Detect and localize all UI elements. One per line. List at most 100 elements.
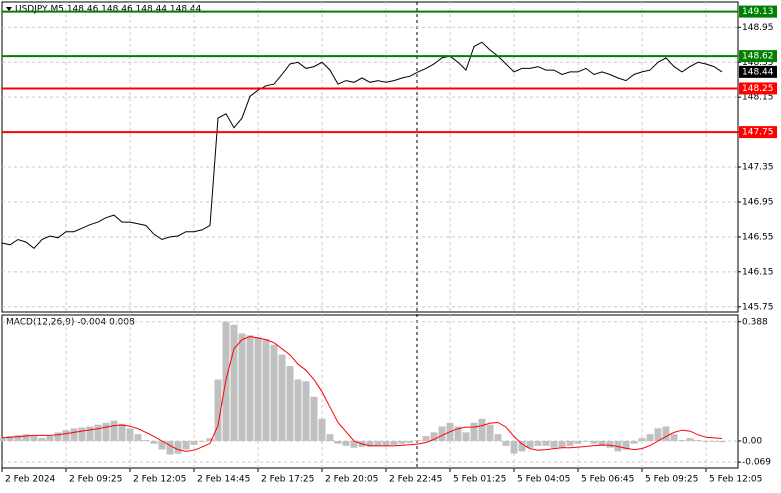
- histogram-bar: [670, 434, 678, 441]
- histogram-bar: [694, 440, 702, 441]
- histogram-bar: [166, 440, 174, 455]
- histogram-bar: [366, 440, 374, 447]
- x-tick-label: 5 Feb 04:05: [517, 475, 570, 485]
- histogram-bar: [270, 344, 278, 441]
- level-label-box: [739, 50, 777, 63]
- histogram-bar: [206, 438, 214, 441]
- level-label: 148.25: [742, 84, 774, 94]
- histogram-bar: [406, 440, 414, 443]
- histogram-bar: [382, 440, 390, 446]
- y-tick-label: 148.55: [742, 58, 774, 68]
- histogram-bar: [630, 440, 638, 444]
- level-label-box: [739, 126, 777, 139]
- current-price-box: [739, 65, 777, 78]
- histogram-bar: [134, 434, 142, 441]
- x-tick-label: 5 Feb 09:25: [645, 475, 698, 485]
- y-tick-label: 148.15: [742, 93, 774, 103]
- histogram-bar: [478, 418, 486, 441]
- histogram-bar: [150, 440, 158, 444]
- histogram-bar: [62, 430, 70, 441]
- level-label: 149.13: [742, 7, 774, 17]
- histogram-bar: [54, 432, 62, 441]
- histogram-bar: [462, 432, 470, 441]
- y-tick-label: 146.15: [742, 267, 774, 277]
- histogram-bar: [262, 339, 270, 441]
- x-tick-label: 2 Feb 14:45: [197, 475, 250, 485]
- histogram-bar: [182, 440, 190, 450]
- histogram-bar: [534, 440, 542, 446]
- histogram-bar: [246, 335, 254, 441]
- histogram-bar: [638, 438, 646, 441]
- price-line: [1, 41, 723, 249]
- x-tick-label: 2 Feb 20:05: [325, 475, 378, 485]
- price-panel: [1, 1, 739, 313]
- histogram-bar: [518, 440, 526, 452]
- histogram-bar: [414, 440, 422, 441]
- histogram-bar: [350, 440, 358, 448]
- level-label: 147.75: [742, 128, 774, 138]
- y-tick-label: 146.95: [742, 197, 774, 207]
- histogram-bar: [14, 435, 22, 441]
- histogram-bar: [190, 440, 198, 445]
- y-tick-label: 145.75: [742, 302, 774, 312]
- histogram-bar: [686, 438, 694, 441]
- histogram-bar: [574, 440, 582, 444]
- histogram-bar: [622, 440, 630, 450]
- histogram-bar: [142, 440, 150, 441]
- histogram-bar: [230, 324, 238, 441]
- histogram-bar: [422, 436, 430, 441]
- histogram-bar: [214, 379, 222, 441]
- histogram-bar: [710, 440, 718, 442]
- histogram-bar: [494, 434, 502, 441]
- histogram-bar: [542, 440, 550, 446]
- histogram-bar: [598, 440, 606, 446]
- price-title: USDJPY,M5 148.46 148.46 148.44 148.44: [15, 5, 202, 15]
- histogram-bar: [606, 440, 614, 448]
- histogram-bar: [118, 423, 126, 441]
- histogram-bar: [102, 422, 110, 441]
- histogram-bar: [590, 440, 598, 444]
- histogram-bar: [174, 440, 182, 454]
- histogram-bar: [254, 337, 262, 441]
- histogram-bar: [662, 426, 670, 441]
- histogram-bar: [46, 436, 54, 441]
- histogram-bar: [294, 379, 302, 441]
- y-tick-label: 148.95: [742, 23, 774, 33]
- histogram-bar: [238, 333, 246, 441]
- histogram-bar: [718, 440, 726, 443]
- y-tick-label: 0.00: [742, 436, 762, 446]
- y-tick-label: -0.069: [742, 458, 771, 468]
- current-price-label: 148.44: [742, 67, 774, 77]
- histogram-bar: [342, 440, 350, 446]
- signal-line: [1, 335, 723, 452]
- histogram-bar: [454, 426, 462, 441]
- histogram-bar: [6, 436, 14, 441]
- histogram-bar: [654, 428, 662, 441]
- histogram-bar: [310, 396, 318, 441]
- histogram-bar: [390, 440, 398, 445]
- histogram-bar: [198, 440, 206, 442]
- histogram-bar: [78, 427, 86, 441]
- histogram-bar: [38, 437, 46, 441]
- histogram-bar: [678, 440, 686, 441]
- histogram-bar: [430, 432, 438, 441]
- histogram-bar: [550, 440, 558, 448]
- histogram-bar: [646, 434, 654, 441]
- histogram-bar: [318, 418, 326, 441]
- level-label-box: [739, 5, 777, 18]
- histogram-bar: [486, 424, 494, 441]
- histogram-bar: [326, 434, 334, 441]
- histogram-bar: [278, 354, 286, 441]
- histogram-bar: [86, 426, 94, 441]
- histogram-bar: [126, 428, 134, 441]
- symbol-menu-icon: [6, 7, 12, 11]
- histogram-bar: [158, 440, 166, 450]
- x-tick-label: 2 Feb 17:25: [261, 475, 314, 485]
- histogram-bar: [94, 424, 102, 441]
- x-tick-label: 5 Feb 01:25: [453, 475, 506, 485]
- histogram-bar: [374, 440, 382, 446]
- histogram-bar: [470, 422, 478, 441]
- histogram-bar: [286, 366, 294, 441]
- y-tick-label: 146.55: [742, 232, 774, 242]
- histogram-bar: [30, 436, 38, 441]
